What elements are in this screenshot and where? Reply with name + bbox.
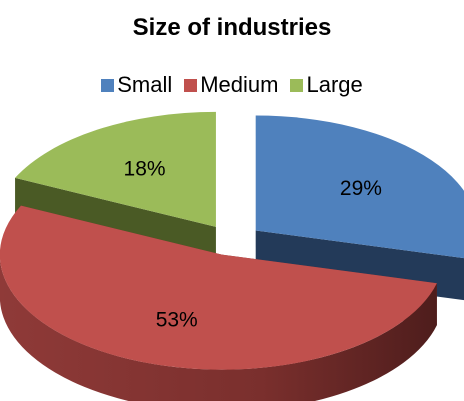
legend-swatch-medium [184, 78, 198, 92]
legend-entry-medium: Medium [184, 72, 278, 98]
pie-slice-large [15, 111, 216, 227]
legend-label-small: Small [117, 72, 173, 97]
legend-entry-small: Small [101, 72, 172, 98]
chart-title: Size of industries [132, 14, 332, 41]
pie-rim-medium [0, 257, 437, 401]
legend-swatch-large [290, 78, 304, 92]
data-label-medium: 53% [156, 309, 198, 332]
legend: Small Medium Large [0, 72, 464, 98]
legend-label-medium: Medium [200, 72, 279, 97]
pie-slice-medium [0, 205, 437, 370]
data-label-large: 18% [124, 158, 166, 181]
legend-label-large: Large [306, 72, 363, 97]
legend-entry-large: Large [290, 72, 363, 98]
pie-labels: 29% 53% 18% [124, 158, 382, 332]
pie-tops [0, 111, 464, 370]
data-label-small: 29% [340, 177, 382, 200]
legend-swatch-small [101, 78, 115, 92]
pie-slice-small [255, 115, 464, 259]
